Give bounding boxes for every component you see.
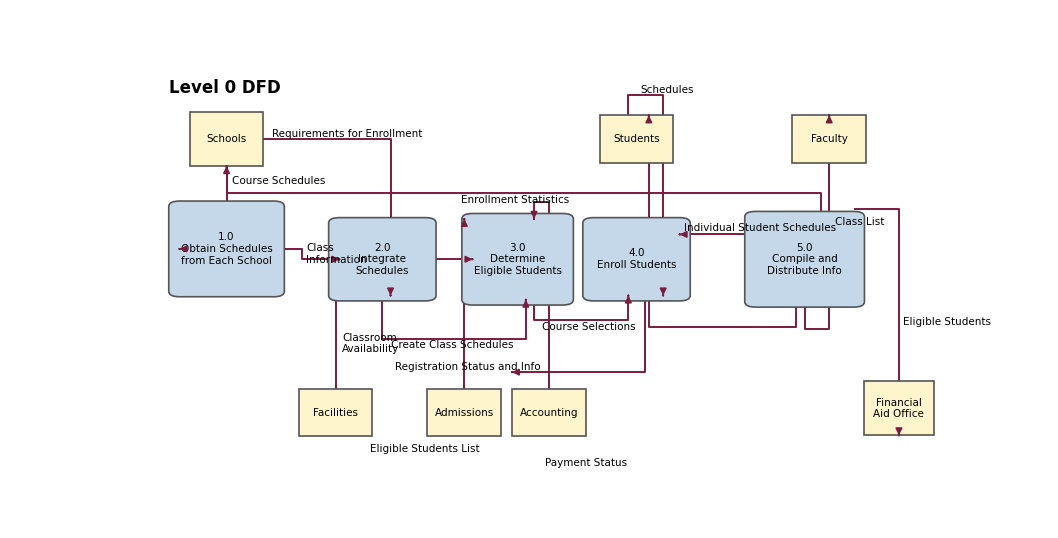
Text: Eligible Students List: Eligible Students List [370, 444, 479, 454]
Bar [600, 115, 673, 163]
Text: 3.0
Determine
Eligible Students: 3.0 Determine Eligible Students [474, 243, 562, 276]
FancyBboxPatch shape [462, 214, 573, 305]
Bar [792, 115, 867, 163]
Text: Level 0 DFD: Level 0 DFD [169, 79, 280, 97]
Text: Registration Status and Info: Registration Status and Info [395, 362, 541, 372]
Text: Students: Students [614, 134, 660, 144]
Text: Facilities: Facilities [313, 408, 358, 417]
Bar [298, 389, 372, 436]
Text: Requirements for Enrollment: Requirements for Enrollment [272, 129, 422, 139]
FancyBboxPatch shape [329, 218, 436, 301]
Text: 5.0
Compile and
Distribute Info: 5.0 Compile and Distribute Info [767, 243, 842, 276]
Text: Eligible Students: Eligible Students [904, 317, 991, 327]
Text: Financial
Aid Office: Financial Aid Office [874, 398, 925, 419]
Bar [864, 381, 934, 435]
Text: Schedules: Schedules [641, 84, 694, 95]
Text: Faculty: Faculty [810, 134, 847, 144]
Bar [512, 389, 586, 436]
Text: Class List: Class List [835, 217, 884, 227]
Text: Individual Student Schedules: Individual Student Schedules [683, 223, 836, 233]
Text: Course Selections: Course Selections [543, 322, 636, 331]
Text: Class
Information: Class Information [307, 243, 367, 265]
Bar [189, 112, 263, 166]
Text: Course Schedules: Course Schedules [233, 175, 326, 186]
Text: Admissions: Admissions [435, 408, 494, 417]
Bar [427, 389, 501, 436]
Text: Payment Status: Payment Status [545, 458, 626, 468]
FancyBboxPatch shape [745, 211, 864, 307]
Text: Schools: Schools [206, 134, 247, 144]
Text: Create Class Schedules: Create Class Schedules [390, 340, 513, 350]
Text: Classroom
Availability: Classroom Availability [342, 333, 400, 355]
Text: 2.0
Integrate
Schedules: 2.0 Integrate Schedules [355, 243, 409, 276]
FancyBboxPatch shape [168, 201, 285, 297]
Text: Enrollment Statistics: Enrollment Statistics [461, 195, 569, 204]
Text: Accounting: Accounting [519, 408, 578, 417]
Text: 4.0
Enroll Students: 4.0 Enroll Students [597, 249, 676, 270]
Text: 1.0
Obtain Schedules
from Each School: 1.0 Obtain Schedules from Each School [181, 232, 272, 266]
FancyBboxPatch shape [583, 218, 690, 301]
